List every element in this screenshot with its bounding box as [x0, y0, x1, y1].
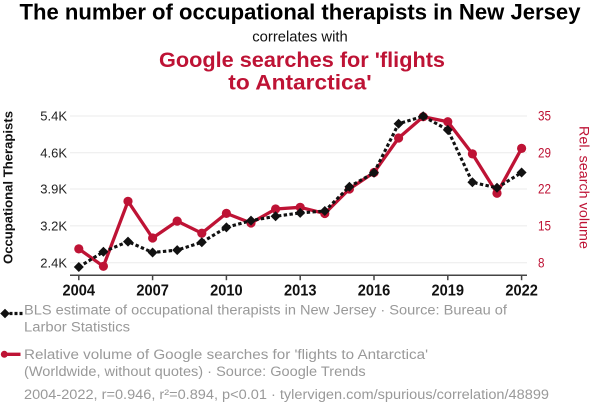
svg-text:15: 15 [538, 218, 551, 233]
svg-text:2.4K: 2.4K [40, 255, 67, 270]
svg-text:(Worldwide, without quotes) ·: (Worldwide, without quotes) · Source: Go… [24, 364, 366, 379]
svg-text:5.4K: 5.4K [40, 109, 67, 124]
svg-text:correlates with: correlates with [252, 30, 348, 46]
svg-text:The number of occupational the: The number of occupational therapists in… [20, 0, 582, 24]
svg-text:Occupational Therapists: Occupational Therapists [1, 111, 16, 264]
svg-text:Google searches for 'flights: Google searches for 'flights [159, 48, 445, 72]
svg-text:3.2K: 3.2K [40, 218, 67, 233]
svg-text:22: 22 [538, 182, 551, 197]
svg-text:to Antarctica': to Antarctica' [228, 71, 371, 95]
svg-text:2007: 2007 [136, 283, 169, 300]
svg-text:Larbor Statistics: Larbor Statistics [24, 319, 130, 334]
svg-text:2004-2022, r=0.946, r²=0.894,: 2004-2022, r=0.946, r²=0.894, p<0.01 · t… [24, 387, 549, 402]
svg-text:2016: 2016 [358, 283, 391, 300]
svg-text:2013: 2013 [284, 283, 317, 300]
svg-text:35: 35 [538, 109, 551, 124]
svg-text:2022: 2022 [505, 283, 538, 300]
svg-text:Relative volume of Google sear: Relative volume of Google searches for '… [24, 347, 428, 362]
svg-text:BLS estimate of occupational t: BLS estimate of occupational therapists … [24, 303, 507, 318]
svg-text:2019: 2019 [432, 283, 465, 300]
svg-text:3.9K: 3.9K [40, 182, 67, 197]
svg-text:2010: 2010 [210, 283, 243, 300]
svg-text:4.6K: 4.6K [40, 145, 67, 160]
svg-text:2004: 2004 [63, 283, 96, 300]
svg-text:8: 8 [538, 255, 545, 270]
svg-text:Rel. search volume: Rel. search volume [576, 126, 592, 249]
svg-text:29: 29 [538, 145, 551, 160]
